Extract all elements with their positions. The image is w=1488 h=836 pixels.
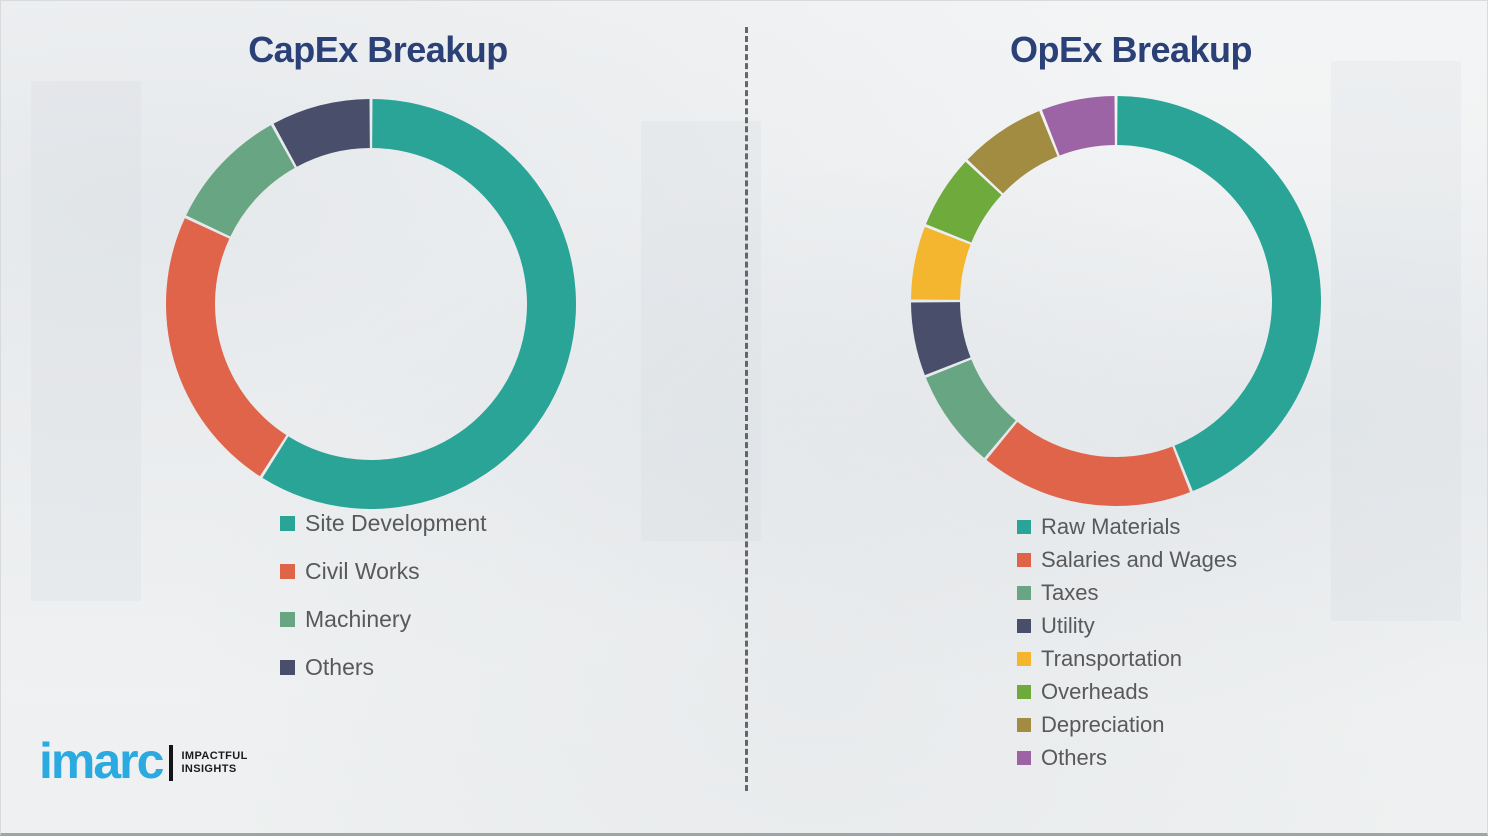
legend-label: Civil Works	[305, 558, 420, 584]
legend-label: Transportation	[1041, 646, 1183, 671]
donut-segment-machinery	[186, 125, 295, 237]
legend-label: Salaries and Wages	[1041, 547, 1238, 572]
legend-item-raw-materials: Raw Materials	[1017, 514, 1237, 540]
legend-swatch-depreciation	[1017, 718, 1031, 732]
legend-swatch-others	[1017, 751, 1031, 765]
background-texture	[31, 81, 141, 601]
legend-item-transportation: Transportation	[1017, 646, 1237, 672]
legend-swatch-civil-works	[280, 564, 295, 579]
legend-label: Raw Materials	[1041, 514, 1181, 539]
legend-item-others: Others	[1017, 745, 1237, 771]
capex-legend: Site Development Civil Works Machinery Othe…	[280, 510, 487, 681]
legend-swatch-taxes	[1017, 586, 1031, 600]
legend-item-others: Others	[280, 654, 487, 681]
donut-segment-depreciation	[967, 110, 1058, 194]
legend-label: Taxes	[1041, 580, 1099, 605]
opex-donut-chart	[911, 96, 1321, 506]
capex-donut-chart	[165, 99, 576, 510]
legend-label: Machinery	[305, 606, 412, 632]
donut-segment-taxes	[925, 359, 1016, 458]
background-texture	[641, 121, 761, 541]
opex-legend: Raw Materials Salaries and Wages Taxes Util…	[1017, 514, 1237, 771]
legend-swatch-machinery	[280, 612, 295, 627]
legend-item-site-development: Site Development	[280, 510, 487, 537]
donut-segment-utility	[911, 302, 971, 376]
legend-swatch-overheads	[1017, 685, 1031, 699]
logo-tagline-line2: INSIGHTS	[181, 763, 237, 775]
imarc-logo-wordmark: imarc	[39, 733, 164, 789]
legend-swatch-transportation	[1017, 652, 1031, 666]
legend-item-civil-works: Civil Works	[280, 558, 487, 585]
legend-item-taxes: Taxes	[1017, 580, 1237, 606]
legend-label: Others	[1041, 745, 1108, 770]
logo-tagline: IMPACTFUL INSIGHTS	[181, 750, 247, 776]
legend-swatch-site-development	[280, 516, 295, 531]
donut-segment-others	[273, 99, 370, 167]
donut-segment-transportation	[911, 226, 971, 300]
legend-swatch-salaries-and-wages	[1017, 553, 1031, 567]
legend-label: Site Development	[305, 510, 487, 536]
legend-item-overheads: Overheads	[1017, 679, 1237, 705]
legend-label: Overheads	[1041, 679, 1149, 704]
donut-segment-site-development	[262, 99, 576, 510]
donut-segment-civil-works	[165, 218, 287, 477]
donut-segment-salaries-and-wages	[986, 421, 1191, 506]
legend-swatch-others	[280, 660, 295, 675]
legend-swatch-utility	[1017, 619, 1031, 633]
imarc-logo: imarc IMPACTFUL INSIGHTS	[39, 731, 248, 795]
legend-label: Others	[305, 654, 375, 680]
legend-item-machinery: Machinery	[280, 606, 487, 633]
logo-tagline-line1: IMPACTFUL	[181, 749, 248, 762]
donut-segment-raw-materials	[1117, 96, 1321, 492]
legend-item-salaries-and-wages: Salaries and Wages	[1017, 547, 1237, 573]
donut-segment-others	[1041, 96, 1115, 156]
vertical-dashed-divider	[745, 27, 748, 791]
legend-item-utility: Utility	[1017, 613, 1237, 639]
legend-item-depreciation: Depreciation	[1017, 712, 1237, 738]
donut-segment-overheads	[925, 161, 1002, 243]
legend-swatch-raw-materials	[1017, 520, 1031, 534]
capex-title: CapEx Breakup	[248, 29, 508, 70]
logo-divider-bar	[169, 745, 174, 781]
legend-label: Utility	[1041, 613, 1095, 638]
opex-title: OpEx Breakup	[1009, 29, 1253, 70]
legend-label: Depreciation	[1041, 712, 1165, 737]
background-texture	[1331, 61, 1461, 621]
